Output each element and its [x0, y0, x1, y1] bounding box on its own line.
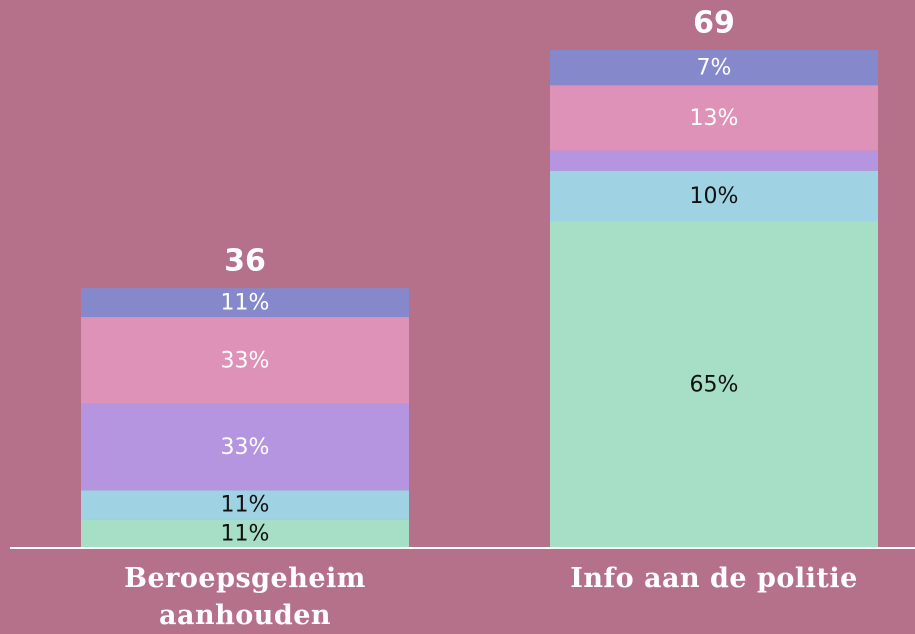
bar-segment	[81, 519, 409, 548]
segment-label: 11%	[221, 493, 270, 518]
segment-label: 11%	[221, 291, 270, 316]
segment-label: 33%	[221, 435, 270, 460]
segment-label: 13%	[690, 106, 739, 131]
bar-segment	[550, 85, 878, 151]
segment-label: 11%	[221, 522, 270, 547]
bar-segment	[550, 150, 878, 171]
bar-segment	[550, 50, 878, 86]
bar-segment	[81, 403, 409, 491]
bar-segment	[81, 288, 409, 318]
segment-label: 33%	[221, 348, 270, 373]
bar-total: 69	[693, 6, 735, 41]
bar-segment	[550, 221, 878, 548]
segment-label: 7%	[697, 56, 732, 81]
bar-segment	[81, 317, 409, 404]
bar-segment	[550, 170, 878, 222]
category-label: Beroepsgeheim aanhouden	[124, 563, 366, 631]
category-label: Info aan de politie	[570, 563, 858, 594]
bar-segment	[81, 490, 409, 520]
segment-label: 65%	[690, 373, 739, 398]
bar-total: 36	[224, 244, 266, 279]
segment-label: 10%	[690, 184, 739, 209]
